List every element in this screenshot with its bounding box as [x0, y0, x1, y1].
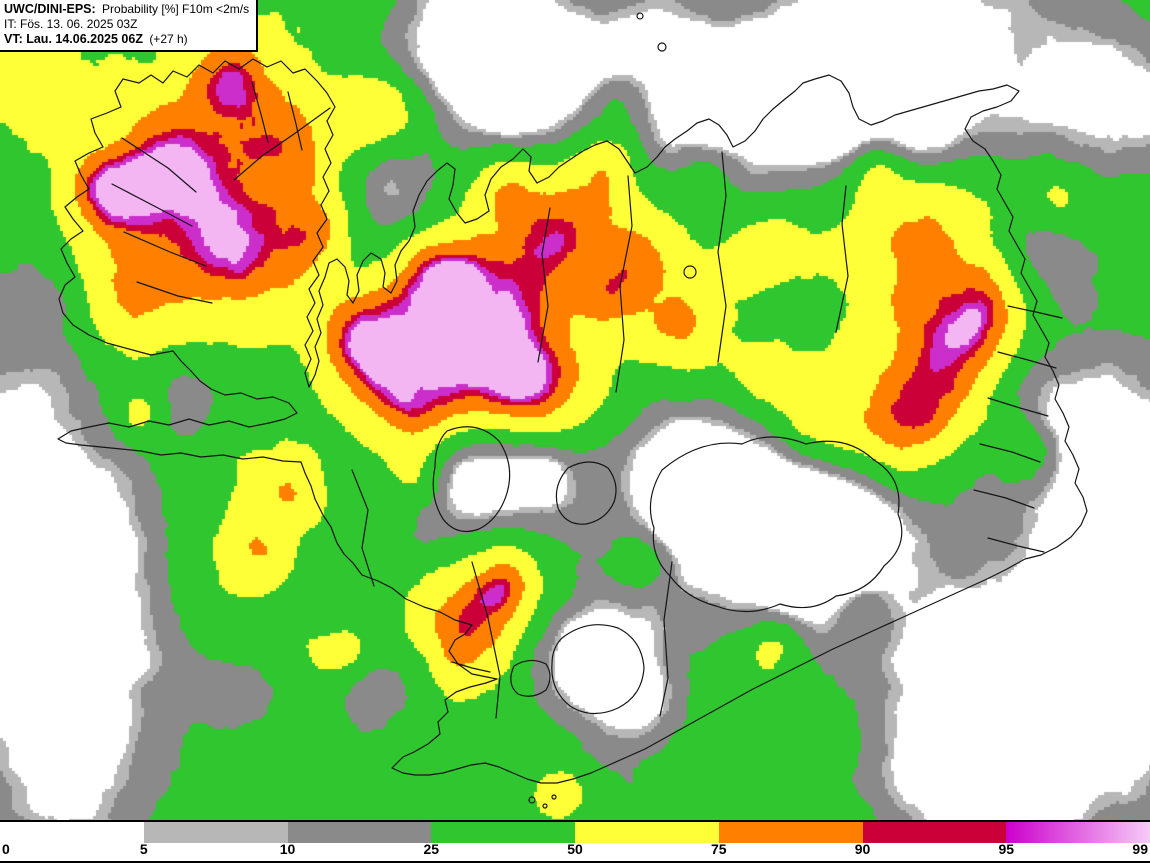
- colorbar-tick-90: 90: [854, 841, 871, 857]
- valid-time: VT: Lau. 14.06.2025 06Z: [4, 32, 143, 46]
- colorbar-segment-25-50: [431, 822, 575, 843]
- lead-time: (+27 h): [149, 32, 188, 46]
- colorbar-segment-5-10: [143, 822, 288, 843]
- colorbar-tick-5: 5: [139, 841, 148, 857]
- colorbar-tick-50: 50: [567, 841, 583, 857]
- colorbar-tick-0: 0: [2, 841, 10, 857]
- colorbar-tick-75: 75: [710, 841, 727, 857]
- colorbar-segment-0-5: [0, 822, 144, 843]
- colorbar-segment-50-75: [575, 822, 719, 843]
- title-line: UWC/DINI-EPS: Probability [%] F10m <2m/s: [4, 2, 249, 17]
- colorbar-scale: [0, 822, 1150, 843]
- colorbar-segment-90-95: [862, 822, 1007, 843]
- colorbar-segment-95-99: [1006, 822, 1150, 843]
- colorbar-tick-labels: 0 5 10 25 50 75 90 95 99: [0, 841, 1150, 857]
- colorbar-tick-95: 95: [998, 841, 1015, 857]
- probability-colorbar: 0 5 10 25 50 75 90 95 99: [0, 820, 1150, 863]
- colorbar-tick-10: 10: [279, 841, 296, 857]
- init-time-line: IT: Fös. 13. 06. 2025 03Z: [4, 17, 138, 31]
- colorbar-segment-10-25: [287, 822, 432, 843]
- colorbar-tick-99: 99: [1132, 841, 1148, 857]
- product-name: Probability [%] F10m <2m/s: [102, 2, 250, 16]
- forecast-title-box: UWC/DINI-EPS: Probability [%] F10m <2m/s…: [0, 0, 259, 52]
- colorbar-segment-75-90: [718, 822, 863, 843]
- colorbar-tick-25: 25: [423, 841, 440, 857]
- model-name: UWC/DINI-EPS:: [4, 2, 96, 16]
- valid-time-line: VT: Lau. 14.06.2025 06Z (+27 h): [4, 32, 249, 47]
